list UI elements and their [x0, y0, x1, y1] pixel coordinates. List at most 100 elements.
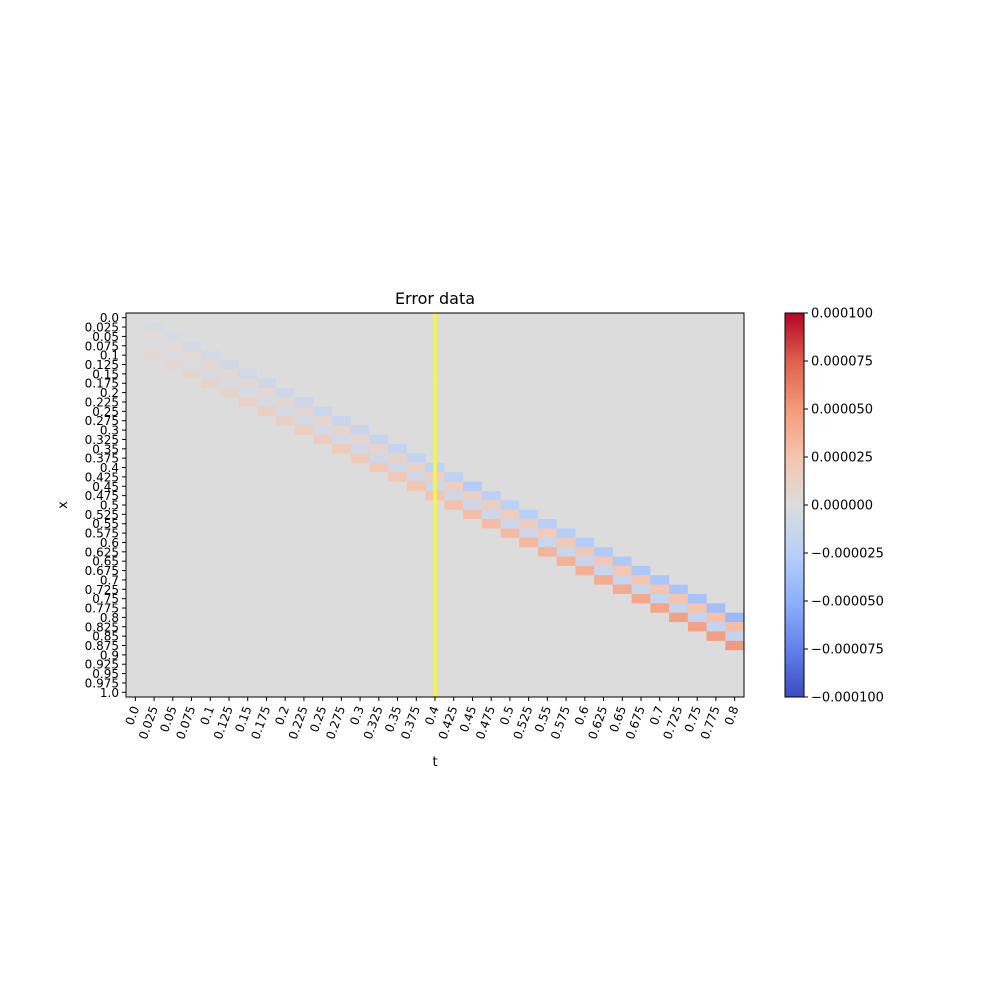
heatmap-cell	[725, 547, 745, 557]
heatmap-cell	[275, 359, 295, 370]
heatmap-cell	[444, 378, 464, 389]
heatmap-cell	[669, 453, 689, 464]
heatmap-cell	[388, 444, 408, 454]
heatmap-cell	[219, 640, 239, 651]
y-tick-label: 1.0	[100, 686, 119, 700]
heatmap-cell	[463, 603, 483, 614]
heatmap-cell	[556, 500, 576, 511]
heatmap-cell	[538, 603, 558, 614]
heatmap-cell	[631, 678, 651, 689]
heatmap-cell	[350, 416, 370, 426]
heatmap-cell	[313, 397, 333, 408]
heatmap-cell	[200, 668, 221, 679]
heatmap-cell	[463, 565, 483, 576]
heatmap-cell	[332, 631, 352, 642]
heatmap-cell	[687, 640, 707, 651]
heatmap-cell	[388, 406, 408, 417]
heatmap-cell	[219, 425, 239, 436]
heatmap-cell	[669, 584, 689, 595]
heatmap-cell	[481, 359, 501, 370]
heatmap-cell	[631, 603, 651, 614]
heatmap-cell	[481, 622, 501, 632]
heatmap-cell	[219, 519, 239, 529]
heatmap-cell	[257, 490, 277, 501]
y-tick-label: 0.675	[85, 564, 119, 578]
heatmap-cell	[388, 331, 408, 342]
heatmap-cell	[669, 462, 689, 473]
heatmap-cell	[406, 556, 427, 567]
heatmap-cell	[444, 425, 464, 436]
heatmap-cell	[669, 313, 689, 323]
heatmap-cell	[238, 650, 258, 660]
heatmap-cell	[463, 322, 483, 333]
heatmap-cell	[650, 313, 670, 323]
heatmap-cell	[706, 631, 726, 642]
heatmap-cell	[669, 556, 689, 567]
heatmap-cell	[313, 425, 333, 436]
heatmap-cell	[519, 500, 539, 511]
heatmap-cell	[725, 668, 745, 679]
heatmap-cell	[275, 472, 295, 482]
heatmap-cell	[612, 668, 633, 679]
heatmap-cell	[257, 406, 277, 417]
heatmap-cell	[219, 547, 239, 557]
heatmap-cell	[706, 406, 726, 417]
heatmap-cell	[669, 322, 689, 333]
y-tick-label: 0.0	[100, 311, 119, 325]
y-tick-label: 0.625	[85, 545, 119, 559]
heatmap-cell	[313, 622, 333, 632]
heatmap-cell	[163, 331, 183, 342]
heatmap-cell	[519, 547, 539, 557]
heatmap-cell	[669, 500, 689, 511]
heatmap-cell	[612, 453, 633, 464]
colorbar-tick-label: −0.000075	[811, 643, 884, 658]
heatmap-cell	[556, 509, 576, 520]
heatmap-cell	[575, 490, 595, 501]
heatmap-cell	[388, 612, 408, 623]
heatmap-cell	[725, 416, 745, 426]
heatmap-cell	[519, 631, 539, 642]
heatmap-cell	[519, 603, 539, 614]
heatmap-cell	[706, 322, 726, 333]
heatmap-cell	[444, 640, 464, 651]
heatmap-cell	[575, 359, 595, 370]
heatmap-cell	[500, 547, 520, 557]
heatmap-cell	[200, 556, 221, 567]
heatmap-cell	[500, 631, 520, 642]
heatmap-cell	[144, 416, 164, 426]
heatmap-cell	[294, 434, 314, 445]
heatmap-cell	[388, 584, 408, 595]
heatmap-cell	[463, 416, 483, 426]
heatmap-cell	[257, 341, 277, 351]
heatmap-cell	[500, 556, 520, 567]
heatmap-cell	[257, 640, 277, 651]
heatmap-cell	[369, 537, 389, 548]
heatmap-cell	[575, 472, 595, 482]
heatmap-cell	[350, 519, 370, 529]
heatmap-cell	[650, 612, 670, 623]
heatmap-cell	[350, 575, 370, 586]
heatmap-cell	[257, 612, 277, 623]
heatmap-cell	[650, 490, 670, 501]
heatmap-cell	[350, 350, 370, 361]
heatmap-cell	[612, 350, 633, 361]
heatmap-cell	[612, 659, 633, 670]
heatmap-cell	[332, 593, 352, 604]
heatmap-cell	[612, 378, 633, 389]
heatmap-cell	[219, 490, 239, 501]
heatmap-cell	[406, 640, 427, 651]
heatmap-cell	[444, 659, 464, 670]
heatmap-cell	[500, 313, 520, 323]
heatmap-cell	[144, 322, 164, 333]
heatmap-cell	[594, 519, 614, 529]
colorbar-tick-label: −0.000025	[811, 547, 884, 562]
heatmap-cell	[257, 397, 277, 408]
heatmap-cell	[481, 331, 501, 342]
heatmap-cell	[350, 537, 370, 548]
heatmap-cell	[519, 612, 539, 623]
heatmap-cell	[687, 519, 707, 529]
heatmap-cell	[463, 472, 483, 482]
heatmap-cell	[706, 537, 726, 548]
heatmap-cell	[556, 387, 576, 398]
heatmap-cell	[406, 387, 427, 398]
